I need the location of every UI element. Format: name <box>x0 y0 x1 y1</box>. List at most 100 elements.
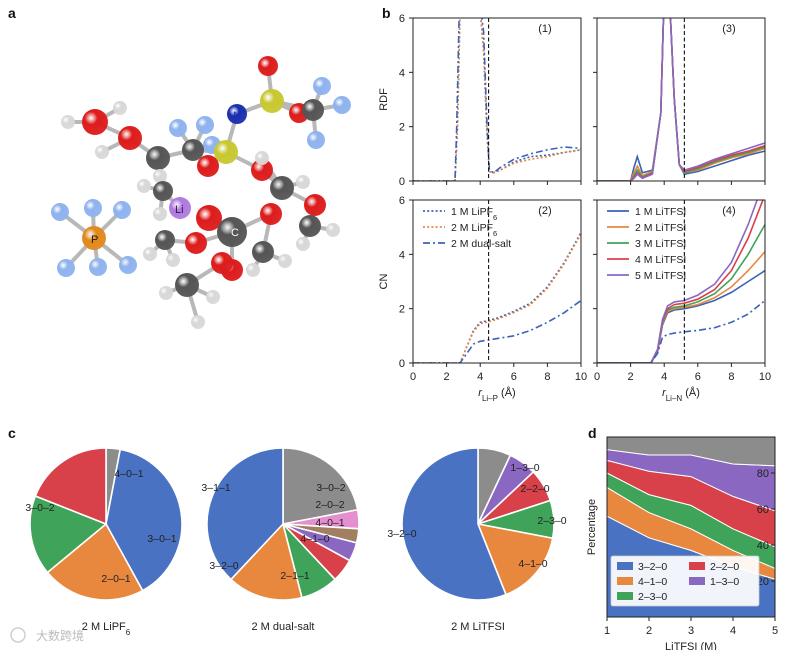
atom-f <box>313 77 331 95</box>
pie-slice <box>105 448 183 592</box>
atom-c <box>146 146 170 170</box>
legend-swatch <box>617 577 633 585</box>
pie-slice-label: 4–1–0 <box>300 533 329 545</box>
pie-c2: 3–0–2 2–0–2 4–0–1 4–1–0 2–1–1 3–2–0 3–1–1 2 M d… <box>201 447 360 633</box>
atom-label-N: N <box>233 110 241 122</box>
plot-title: (4) <box>722 205 735 217</box>
legend-label: 2 M LiTFSI <box>635 222 686 234</box>
atom-s <box>260 89 284 113</box>
atom-f <box>169 119 187 137</box>
atom-c <box>182 139 204 161</box>
pie-slice-label: 2–3–0 <box>537 515 566 527</box>
plot-frame <box>412 17 582 182</box>
pie-slice-label: 2–1–1 <box>280 570 309 582</box>
pie-slice-label: 3–2–0 <box>209 560 238 572</box>
x-tick-label: 2 <box>628 371 634 383</box>
series-line <box>597 200 758 363</box>
panel-letter-b: b <box>382 5 391 21</box>
pie-slice-label: 2–0–1 <box>101 573 130 585</box>
x-tick-label: 0 <box>410 371 416 383</box>
series-line <box>413 18 581 181</box>
atom-h <box>159 286 173 300</box>
atom-c <box>299 215 321 237</box>
panel-letter-d: d <box>588 425 597 441</box>
atom-c <box>302 99 324 121</box>
atom-f <box>196 116 214 134</box>
atom-h <box>278 254 292 268</box>
y-tick-label: 4 <box>399 249 405 261</box>
atom-h <box>137 179 151 193</box>
panel-letter-a: a <box>8 5 16 21</box>
atom-h <box>206 290 220 304</box>
pie-slice-label: 2–0–2 <box>315 499 344 511</box>
series-line <box>597 251 765 363</box>
series-line <box>413 232 581 363</box>
x-tick-label: 1 <box>604 625 610 637</box>
pie-slice <box>401 447 508 601</box>
legend-label: 2 M dual-salt <box>451 238 511 250</box>
legend-swatch <box>617 592 633 600</box>
x-tick-label: 8 <box>728 371 734 383</box>
pie-slice-label: 3–2–0 <box>387 528 416 540</box>
atom-h <box>296 175 310 189</box>
x-tick-label: 6 <box>511 371 517 383</box>
atom-h <box>95 145 109 159</box>
y-tick-label: 20 <box>757 576 769 588</box>
watermark-logo-icon <box>10 627 26 643</box>
x-tick-label: 2 <box>444 371 450 383</box>
pie-slice <box>34 447 107 526</box>
x-tick-label: 4 <box>661 371 667 383</box>
x-tick-label: 6 <box>695 371 701 383</box>
series-line <box>597 269 765 363</box>
atom-label-Li: Li <box>175 204 184 216</box>
atom-f <box>51 203 69 221</box>
atom-f <box>113 201 131 219</box>
atom-o <box>185 232 207 254</box>
atom-h <box>255 151 269 165</box>
molecule-structure <box>51 56 351 329</box>
atom-f <box>307 131 325 149</box>
atom-h <box>326 223 340 237</box>
x-axis-label: rLi–P (Å) <box>478 386 515 403</box>
pie-slice-label: 1–3–0 <box>510 462 539 474</box>
x-tick-label: 2 <box>646 625 652 637</box>
series-line <box>413 18 581 181</box>
plot-title: (2) <box>538 205 551 217</box>
pie-slice-label: 3–0–1 <box>147 533 176 545</box>
atom-f <box>333 96 351 114</box>
pie-title: 2 M dual-salt <box>252 621 315 633</box>
y-tick-label: 40 <box>757 540 769 552</box>
y-tick-label: 0 <box>399 358 405 370</box>
atom-o <box>211 252 233 274</box>
panel-b-plots: (1) 0 2 4 6 RDF (3) (2) 0 2 4 6 8 10 0 2 4 6 CN rLi–P (Å) 1 … <box>378 13 771 403</box>
atom-c <box>153 181 173 201</box>
atom-c <box>175 273 199 297</box>
x-axis-label: rLi–N (Å) <box>662 386 700 403</box>
atom-p <box>82 226 106 250</box>
x-tick-label: 10 <box>575 371 587 383</box>
y-axis-label: RDF <box>378 88 390 111</box>
x-tick-label: 4 <box>730 625 736 637</box>
plot-title: (3) <box>722 23 735 35</box>
legend-swatch <box>689 577 705 585</box>
legend-label: 5 M LiTFSI <box>635 270 686 282</box>
legend-label: 3 M LiTFSI <box>635 238 686 250</box>
pie-c3: 1–3–0 2–2–0 2–3–0 4–1–0 3–2–0 2 M LiTFSI <box>387 447 567 633</box>
plot-frame <box>596 199 766 364</box>
plot-b4: (4) 0 2 4 6 8 10 rLi–N (Å) 1 M LiTFSI 2 M LiTFSI 3… <box>593 199 771 403</box>
y-axis-label: Percentage <box>586 499 598 555</box>
series-line <box>597 18 765 181</box>
y-axis-label: CN <box>378 274 390 290</box>
pie-slice-label: 2–2–0 <box>520 483 549 495</box>
pie-slice-label: 4–0–1 <box>315 517 344 529</box>
panel-d-area-chart: 1 2 3 4 5 20 40 60 80 LiTFSI (M) Percentage 3–2–0 2–… <box>586 436 778 650</box>
atom-f <box>57 259 75 277</box>
plot-frame <box>596 17 766 182</box>
atom-o <box>304 194 326 216</box>
x-tick-label: 0 <box>594 371 600 383</box>
series-line <box>413 233 581 363</box>
legend-box <box>610 555 760 607</box>
atom-h <box>166 253 180 267</box>
y-tick-label: 2 <box>399 122 405 134</box>
